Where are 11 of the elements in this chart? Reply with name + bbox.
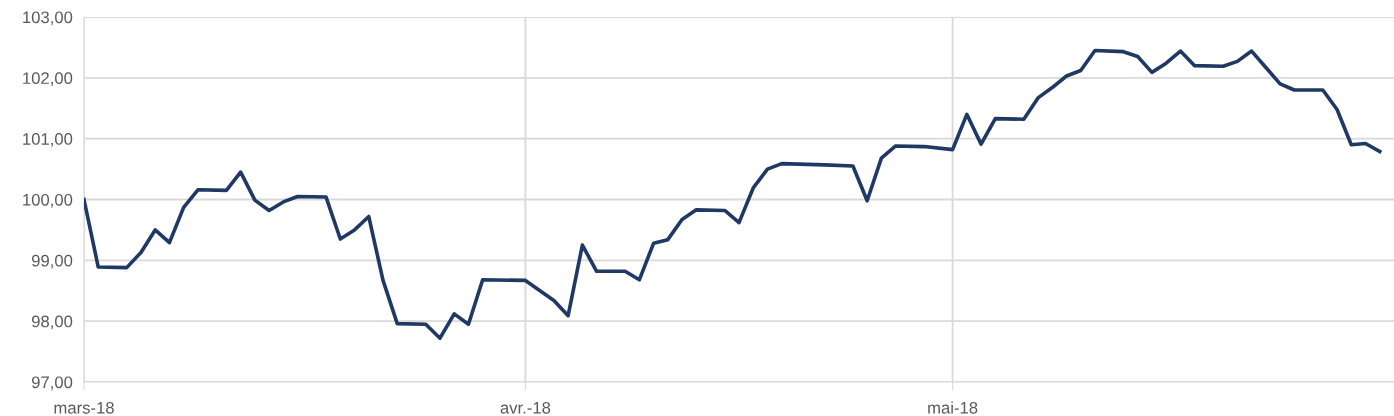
x-tick-label: mai-18 <box>928 401 978 414</box>
y-tick-label: 101,00 <box>23 133 73 147</box>
y-tick-label: 98,00 <box>31 315 73 330</box>
y-tick-label: 97,00 <box>31 376 73 391</box>
y-tick-label: 103,00 <box>23 11 73 26</box>
x-tick-label: mars-18 <box>54 401 114 414</box>
y-tick-label: 99,00 <box>31 254 73 269</box>
y-tick-label: 100,00 <box>23 193 73 208</box>
x-tick-label: avr.-18 <box>500 401 551 414</box>
line-series <box>84 48 1382 341</box>
y-tick-label: 102,00 <box>23 72 73 87</box>
